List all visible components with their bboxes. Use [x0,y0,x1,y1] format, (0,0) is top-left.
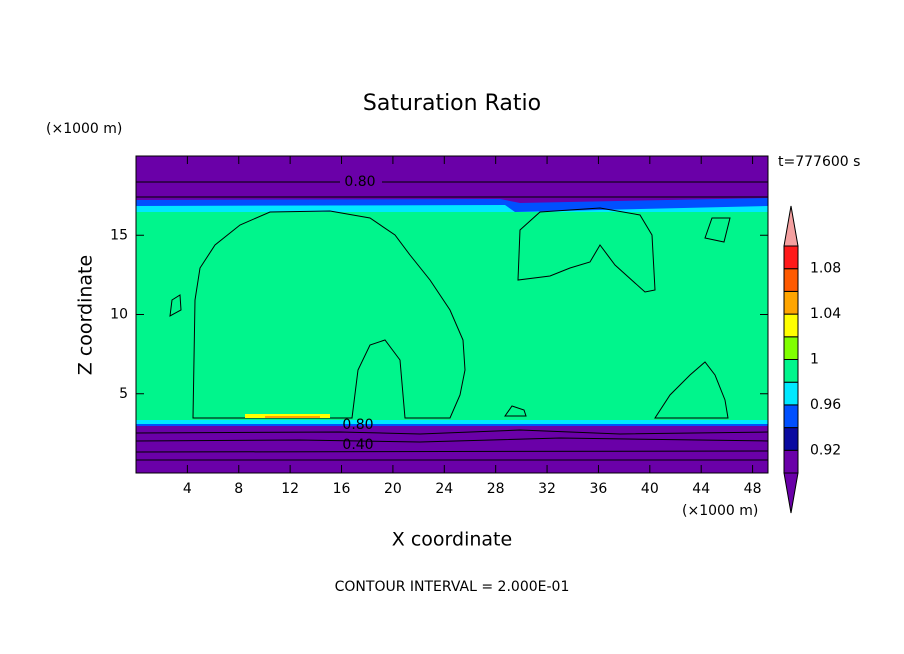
colorbar-box [783,245,799,270]
contour-region [169,294,182,317]
x-tick-label: 28 [487,481,505,497]
colorbar-box [783,404,799,429]
colorbar-tick-label: 0.96 [810,397,841,413]
y-tick-label: 5 [119,386,128,402]
colorbar-box [783,359,799,383]
x-tick-label: 48 [744,481,762,497]
x-unit: (×1000 m) [682,503,758,519]
contour-region [504,405,527,417]
contour-region [192,210,466,419]
contour-region [265,416,320,418]
x-axis-title: X coordinate [392,529,512,551]
colorbar-box [783,381,799,406]
x-tick-label: 44 [692,481,710,497]
y-tick-label: 10 [110,307,128,323]
x-tick-label: 4 [183,481,192,497]
y-axis-title: Z coordinate [75,255,97,375]
x-tick-label: 12 [281,481,299,497]
contour-region [136,212,768,420]
time-label: t=777600 s [778,154,860,170]
colorbar-box [783,313,799,338]
colorbar-box [783,449,799,474]
x-tick-label: 24 [435,481,453,497]
contour-field [136,156,768,473]
colorbar-tick-label: 0.92 [810,442,841,458]
contour-region [704,217,731,243]
contour-line [136,181,768,461]
colorbar-tick-label: 1.08 [810,261,841,277]
contour-label: 0.40 [342,437,373,453]
y-tick-label: 15 [110,227,128,243]
colorbar-box [783,268,799,292]
colorbar-box [783,290,799,315]
x-tick-label: 40 [641,481,659,497]
contour-region [517,207,656,293]
x-tick-label: 20 [384,481,402,497]
footer: CONTOUR INTERVAL = 2.000E-01 [335,579,570,595]
colorbar-extend [783,205,799,247]
colorbar-box [783,336,799,360]
x-tick-label: 16 [333,481,351,497]
contour-region [654,361,729,419]
colorbar-box [783,427,799,451]
x-tick-label: 8 [234,481,243,497]
label-bg [340,174,382,190]
y-unit: (×1000 m) [46,121,122,137]
contour-label: 0.80 [344,174,375,190]
chart-title: Saturation Ratio [363,91,541,116]
colorbar-tick-label: 1 [810,352,819,368]
x-tick-label: 32 [538,481,556,497]
x-tick-label: 36 [590,481,608,497]
colorbar-extend [783,472,799,514]
contour-label: 0.80 [342,417,373,433]
colorbar-tick-label: 1.04 [810,306,841,322]
